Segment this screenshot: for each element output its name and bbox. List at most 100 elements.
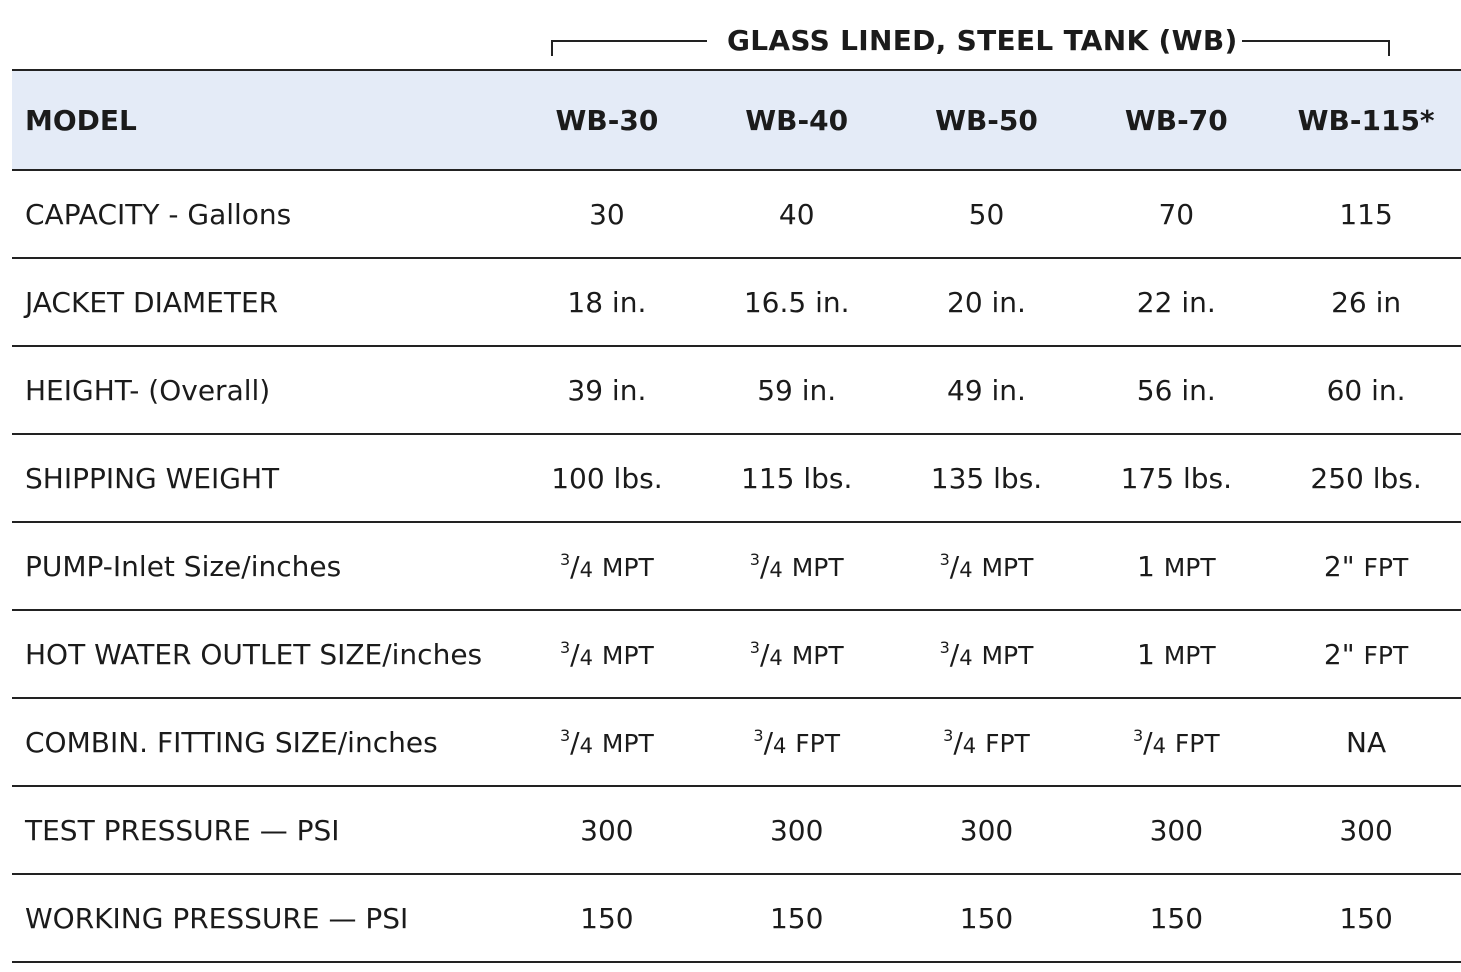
table-row: CAPACITY - Gallons 30 40 50 70 115: [12, 170, 1461, 259]
group-bracket-left: [551, 40, 707, 56]
table-row: HOT WATER OUTLET SIZE/inches 3/4 MPT 3/4 M…: [12, 610, 1461, 699]
table-cell: 18 in.: [512, 258, 702, 347]
fraction-denominator: 4: [769, 645, 783, 670]
table-row: TEST PRESSURE — PSI 300 300 300 300 300: [12, 786, 1461, 875]
fraction-slash: /: [570, 549, 580, 583]
table-row: HEIGHT- (Overall) 39 in. 59 in. 49 in. 56 in…: [12, 346, 1461, 435]
table-cell: 1 MPT: [1081, 610, 1272, 699]
table-cell: 300: [512, 786, 702, 875]
table-cell: 3/4 MPT: [891, 522, 1082, 611]
table-cell: 150: [701, 874, 892, 963]
group-header: GLASS LINED, STEEL TANK (WB): [551, 22, 1390, 62]
row-label: HOT WATER OUTLET SIZE/inches: [12, 610, 512, 699]
fraction-denominator: 4: [773, 733, 787, 758]
header-wb-30: WB-30: [512, 69, 702, 171]
fraction-numerator: 3: [753, 725, 764, 745]
fitting-unit: FPT: [795, 728, 841, 758]
table-cell: 3/4 MPT: [512, 610, 702, 699]
table-cell: 56 in.: [1081, 346, 1272, 435]
header-wb-115: WB-115*: [1271, 69, 1461, 171]
fraction-denominator: 4: [579, 557, 593, 582]
table-cell: 150: [1271, 874, 1461, 963]
table-cell: 2" FPT: [1271, 522, 1461, 611]
table-cell: 3/4 MPT: [512, 522, 702, 611]
fraction-numerator: 3: [559, 637, 571, 657]
table-cell: 3/4 MPT: [512, 698, 702, 787]
fitting-unit: MPT: [601, 552, 654, 582]
fraction-numerator: 3: [1132, 725, 1144, 745]
fraction-numerator: 3: [943, 725, 954, 745]
spec-body: CAPACITY - Gallons 30 40 50 70 115 JACKET DIAM…: [12, 170, 1461, 963]
fitting-unit: MPT: [791, 640, 844, 670]
table-cell: NA: [1271, 698, 1461, 787]
table-cell: 300: [1081, 786, 1272, 875]
fitting-value: NA: [1346, 725, 1387, 759]
header-wb-40: WB-40: [701, 69, 892, 171]
fitting-unit: MPT: [601, 640, 654, 670]
fitting-unit: FPT: [1363, 640, 1409, 670]
fraction-denominator: 4: [579, 733, 593, 758]
table-cell: 16.5 in.: [701, 258, 892, 347]
table-row: COMBIN. FITTING SIZE/inches 3/4 MPT 3/4 FP…: [12, 698, 1461, 787]
table-cell: 100 lbs.: [512, 434, 702, 523]
table-cell: 40: [701, 170, 892, 259]
group-title: GLASS LINED, STEEL TANK (WB): [727, 24, 1238, 57]
table-cell: 3/4 MPT: [701, 610, 892, 699]
row-label: WORKING PRESSURE — PSI: [12, 874, 512, 963]
fitting-unit: MPT: [981, 640, 1034, 670]
header-model: MODEL: [12, 69, 512, 171]
row-label: JACKET DIAMETER: [12, 258, 512, 347]
fitting-value: 1: [1136, 637, 1155, 671]
fraction-slash: /: [570, 637, 580, 671]
fitting-unit: FPT: [985, 728, 1030, 758]
table-cell: 300: [1271, 786, 1461, 875]
fitting-unit: FPT: [1174, 728, 1220, 758]
table-row: PUMP-Inlet Size/inches 3/4 MPT 3/4 MPT 3/4 …: [12, 522, 1461, 611]
table-cell: 26 in: [1271, 258, 1461, 347]
fraction-slash: /: [949, 637, 960, 671]
table-row: JACKET DIAMETER 18 in. 16.5 in. 20 in. 22 in…: [12, 258, 1461, 347]
table-cell: 20 in.: [891, 258, 1082, 347]
fraction-slash: /: [759, 549, 770, 583]
table-cell: 50: [891, 170, 1082, 259]
fraction-slash: /: [763, 725, 773, 759]
spec-table: MODEL WB-30 WB-40 WB-50 WB-70 WB-115* CA…: [12, 69, 1461, 963]
fraction-numerator: 3: [559, 725, 571, 745]
fitting-unit: MPT: [981, 552, 1034, 582]
row-label: CAPACITY - Gallons: [12, 170, 512, 259]
table-cell: 300: [701, 786, 892, 875]
header-row: MODEL WB-30 WB-40 WB-50 WB-70 WB-115*: [12, 69, 1461, 171]
table-cell: 3/4 FPT: [1081, 698, 1272, 787]
fraction-denominator: 4: [962, 733, 977, 758]
table-cell: 250 lbs.: [1271, 434, 1461, 523]
row-label: TEST PRESSURE — PSI: [12, 786, 512, 875]
fitting-unit: MPT: [601, 728, 654, 758]
fraction-denominator: 4: [1152, 733, 1166, 758]
table-cell: 150: [1081, 874, 1272, 963]
table-cell: 2" FPT: [1271, 610, 1461, 699]
header-wb-70: WB-70: [1081, 69, 1272, 171]
table-cell: 30: [512, 170, 702, 259]
fraction-numerator: 3: [749, 549, 760, 569]
fitting-value: 2": [1323, 637, 1355, 671]
fitting-value: 1: [1136, 549, 1155, 583]
fraction-slash: /: [570, 725, 580, 759]
group-bracket-right: [1242, 40, 1390, 56]
fraction-denominator: 4: [769, 557, 783, 582]
fraction-slash: /: [953, 725, 963, 759]
table-cell: 60 in.: [1271, 346, 1461, 435]
table-cell: 3/4 FPT: [701, 698, 892, 787]
fitting-unit: MPT: [791, 552, 844, 582]
fraction-numerator: 3: [559, 549, 571, 569]
table-cell: 3/4 FPT: [891, 698, 1082, 787]
fraction-numerator: 3: [939, 549, 950, 569]
table-cell: 49 in.: [891, 346, 1082, 435]
table-cell: 70: [1081, 170, 1272, 259]
table-cell: 22 in.: [1081, 258, 1272, 347]
table-cell: 1 MPT: [1081, 522, 1272, 611]
table-row: WORKING PRESSURE — PSI 150 150 150 150 150: [12, 874, 1461, 963]
fraction-numerator: 3: [939, 637, 950, 657]
table-cell: 115: [1271, 170, 1461, 259]
table-cell: 135 lbs.: [891, 434, 1082, 523]
fraction-denominator: 4: [959, 645, 973, 670]
